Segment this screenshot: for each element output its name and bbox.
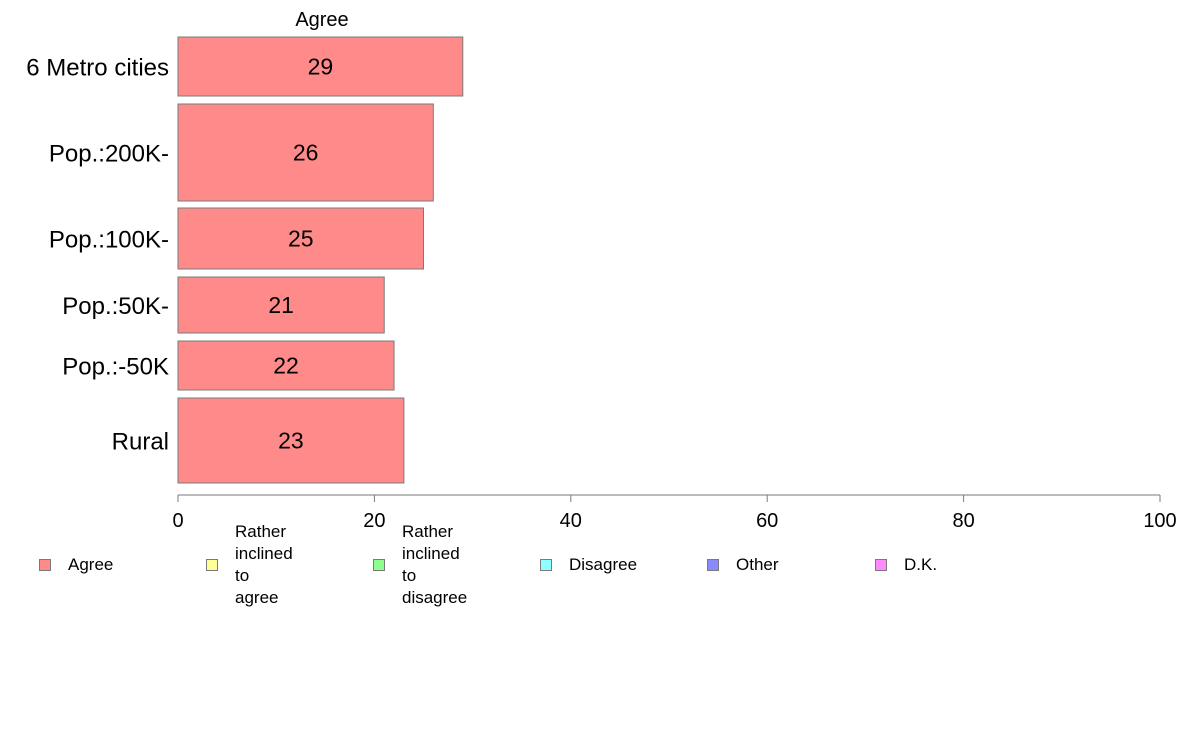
x-tick-label: 100 — [1143, 510, 1176, 532]
category-label: Pop.:-50K — [62, 354, 169, 381]
bar — [177, 36, 464, 97]
category-label: Pop.:200K- — [49, 141, 169, 168]
x-axis: 0 20 40 60 80 100 — [172, 494, 1177, 532]
legend: Agree Rather inclined to agree Rather incl… — [0, 522, 1188, 607]
x-tick-label: 80 — [952, 510, 974, 532]
legend-swatch — [540, 559, 552, 571]
bar-value-label: 22 — [273, 353, 299, 379]
legend-swatch — [373, 559, 385, 571]
category-label: Pop.:50K- — [62, 293, 169, 320]
x-tick-label: 60 — [756, 510, 778, 532]
bar-value-label: 26 — [293, 140, 319, 166]
category-label: 6 Metro cities — [26, 55, 169, 82]
legend-swatch — [206, 559, 218, 571]
category-label: Pop.:100K- — [49, 227, 169, 254]
legend-label: Rather inclined to agree — [235, 522, 293, 607]
bar-value-label: 21 — [268, 292, 294, 318]
chart-title: Agree — [295, 9, 348, 31]
legend-label: Disagree — [569, 555, 638, 574]
bar — [177, 340, 395, 391]
x-tick-label: 20 — [363, 510, 385, 532]
legend-label: Agree — [68, 555, 114, 574]
legend-label: Rather inclined to disagree — [402, 522, 468, 607]
legend-swatch — [39, 559, 51, 571]
bar — [177, 103, 434, 202]
legend-swatch — [707, 559, 719, 571]
category-label: Rural — [112, 429, 169, 456]
legend-swatch — [875, 559, 887, 571]
legend-label: Other — [736, 555, 779, 574]
bar-value-label: 25 — [288, 226, 314, 252]
bar — [177, 397, 405, 484]
x-tick-label: 0 — [172, 510, 183, 532]
bar-value-label: 29 — [308, 54, 334, 80]
legend-label: D.K. — [904, 555, 938, 574]
x-tick-label: 40 — [560, 510, 582, 532]
bars-layer: 29 6 Metro cities 26 Pop.:200K- 25 Pop.:100K-… — [26, 36, 464, 484]
bar-value-label: 23 — [278, 428, 304, 454]
bar — [177, 276, 385, 334]
bar — [177, 207, 424, 270]
